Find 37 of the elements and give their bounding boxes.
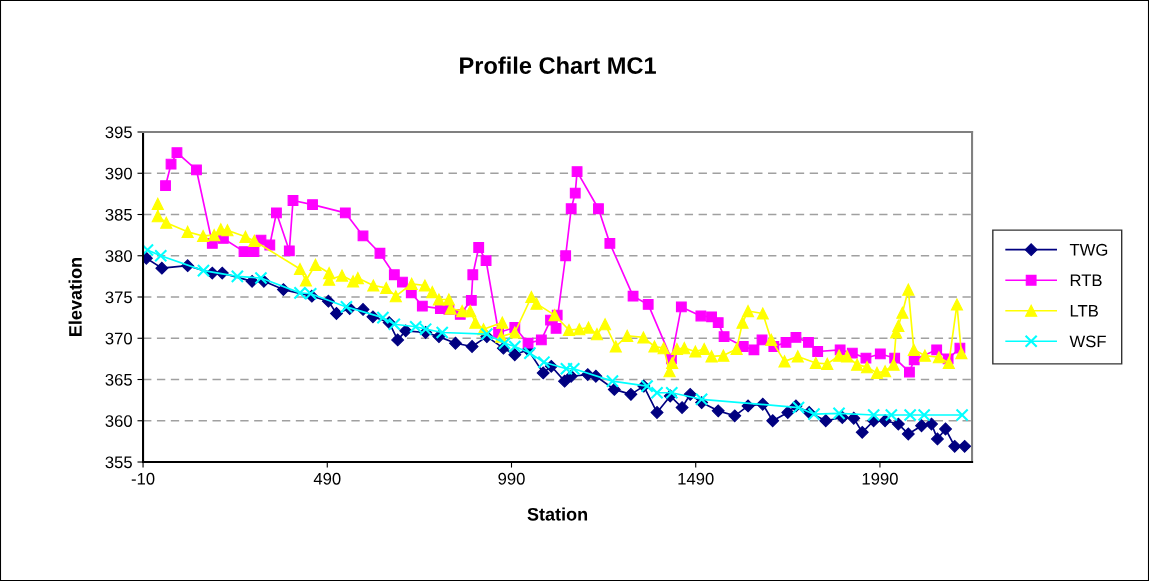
point (867, 408, 881, 422)
x-tick-label: -10 (131, 472, 155, 485)
point (435, 325, 449, 340)
point (537, 355, 551, 369)
point (154, 249, 168, 263)
y-tick-label: 380 (105, 250, 132, 262)
x-tick-label: 990 (498, 472, 525, 485)
point (884, 408, 898, 422)
point (387, 317, 401, 331)
point (143, 243, 155, 257)
point (955, 408, 969, 422)
point (376, 311, 390, 325)
y-tick-label: 375 (105, 291, 132, 304)
point (807, 407, 821, 421)
point (230, 269, 244, 283)
x-tick-label: 1490 (678, 472, 714, 485)
x-tick-label: 1990 (862, 472, 898, 485)
y-tick-label: 355 (105, 456, 132, 469)
point (196, 264, 211, 278)
chart-title: Profile Chart MC1 (460, 56, 656, 74)
legend-label: LTB (1070, 305, 1098, 317)
legend-label: TWG (1069, 243, 1108, 256)
legend-label: RTB (1070, 274, 1102, 287)
point (832, 406, 846, 420)
y-tick-label: 390 (105, 167, 132, 180)
point (339, 300, 354, 314)
y-tick-label: 385 (105, 208, 132, 221)
x-tick-label: 490 (313, 472, 341, 485)
y-tick-label: 360 (105, 415, 132, 427)
y-tick-label: 395 (105, 126, 132, 139)
y-tick-label: 370 (105, 332, 132, 345)
y-axis-title: Elevation (68, 257, 82, 336)
point (695, 392, 709, 406)
y-tick-label: 365 (105, 373, 132, 386)
legend-label: WSF (1069, 335, 1106, 348)
x-axis-title: Station (527, 507, 588, 521)
point (605, 374, 620, 388)
